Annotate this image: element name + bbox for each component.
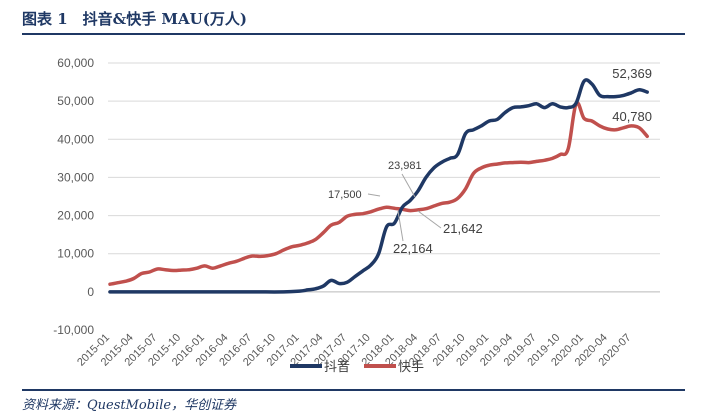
label-douyin-latest: 52,369: [612, 66, 652, 81]
figure-title: 图表 1 抖音&快手 MAU(万人): [22, 10, 247, 28]
label-kuaishou-17500: 17,500: [328, 189, 362, 201]
leader-line: [417, 210, 442, 229]
title-rule: [22, 33, 685, 35]
y-tick-label: 40,000: [57, 132, 94, 146]
source-note: 资料来源：QuestMobile，华创证券: [22, 398, 237, 413]
source-rule: [22, 389, 685, 391]
label-douyin-23981: 23,981: [388, 160, 422, 172]
y-axis-tick-labels: -10,000 0 10,000 20,000 30,000 40,000 50,000 60…: [53, 56, 94, 337]
legend: 抖音 快手: [290, 359, 424, 374]
label-kuaishou-21642: 21,642: [443, 221, 483, 236]
label-kuaishou-latest: 40,780: [612, 109, 652, 124]
label-douyin-22164: 22,164: [393, 241, 433, 256]
leader-line: [401, 173, 416, 198]
legend-label-kuaishou: 快手: [398, 359, 424, 374]
series-line-kuaishou: [108, 100, 649, 286]
y-tick-label: 20,000: [57, 209, 94, 223]
y-tick-label: -10,000: [53, 323, 94, 337]
y-tick-label: 10,000: [57, 247, 94, 261]
y-tick-label: 0: [87, 285, 94, 299]
series-line-douyin: [108, 78, 649, 294]
x-axis-tick-labels: 2015-012015-042015-072015-102016-012016-…: [75, 332, 633, 369]
legend-label-douyin: 抖音: [324, 359, 350, 374]
y-tick-label: 60,000: [57, 56, 94, 70]
y-tick-label: 50,000: [57, 94, 94, 108]
leader-line: [367, 193, 381, 197]
series-lines: [108, 78, 649, 294]
y-tick-label: 30,000: [57, 170, 94, 184]
data-annotations: 52,369 40,780 23,981 22,164 17,500 21,642: [328, 66, 652, 256]
leader-line: [397, 210, 404, 242]
